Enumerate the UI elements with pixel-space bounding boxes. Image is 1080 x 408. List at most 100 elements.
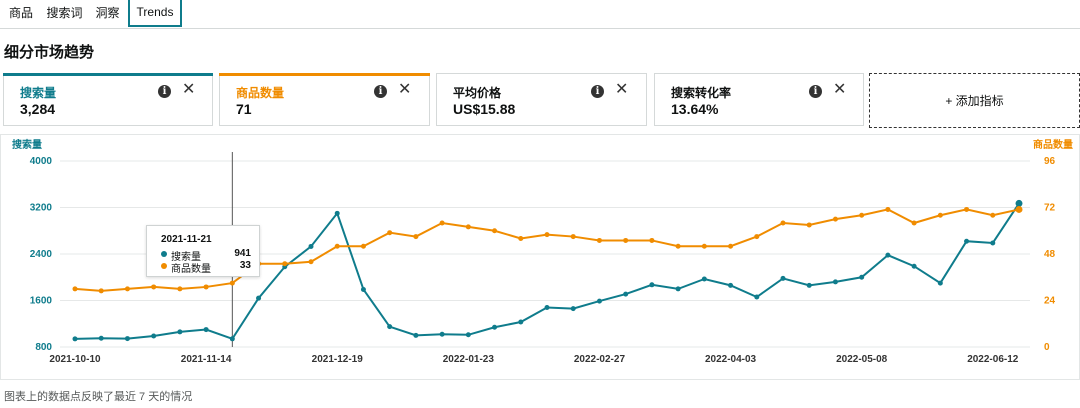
data-point[interactable]: [649, 237, 655, 243]
data-point[interactable]: [334, 243, 340, 249]
metric-card-search-conversion[interactable]: 搜索转化率 13.64% i ✕: [654, 73, 864, 126]
data-point[interactable]: [439, 220, 445, 226]
data-point[interactable]: [570, 234, 576, 240]
data-point[interactable]: [780, 275, 786, 281]
close-icon[interactable]: ✕: [833, 81, 847, 98]
data-point[interactable]: [72, 336, 78, 342]
data-point[interactable]: [754, 294, 760, 300]
data-point[interactable]: [72, 286, 78, 292]
y-left-tick-label: 3200: [30, 203, 53, 214]
tab-search-terms[interactable]: 搜索词: [46, 6, 83, 20]
data-point[interactable]: [465, 332, 471, 338]
metric-card-average-price[interactable]: 平均价格 US$15.88 i ✕: [436, 73, 647, 126]
data-point[interactable]: [623, 237, 629, 243]
metric-card-product-count[interactable]: 商品数量 71 i ✕: [219, 73, 430, 126]
data-point[interactable]: [1015, 199, 1023, 207]
data-point[interactable]: [518, 319, 524, 325]
data-point[interactable]: [177, 286, 183, 292]
data-point[interactable]: [151, 333, 157, 339]
metric-label: 商品数量: [236, 86, 285, 100]
x-tick-label: 2022-06-12: [967, 354, 1019, 365]
data-point[interactable]: [518, 236, 524, 241]
tooltip-series-name: 搜索量: [171, 252, 201, 263]
data-point[interactable]: [964, 238, 970, 244]
data-point[interactable]: [675, 243, 681, 249]
data-point[interactable]: [806, 282, 812, 288]
tab-trends[interactable]: Trends: [128, 0, 182, 27]
data-point[interactable]: [439, 331, 445, 337]
info-icon[interactable]: i: [809, 85, 822, 98]
data-point[interactable]: [754, 234, 760, 240]
data-point[interactable]: [649, 282, 655, 288]
tab-insights[interactable]: 洞察: [95, 6, 120, 20]
y-right-tick-label: 24: [1044, 296, 1056, 307]
data-point[interactable]: [859, 212, 865, 218]
data-point[interactable]: [229, 336, 235, 342]
data-point[interactable]: [98, 288, 104, 294]
close-icon[interactable]: ✕: [182, 81, 196, 98]
data-point[interactable]: [596, 237, 602, 243]
data-point[interactable]: [282, 261, 288, 267]
data-point[interactable]: [229, 280, 235, 286]
data-point[interactable]: [124, 336, 130, 342]
data-point[interactable]: [806, 222, 812, 228]
data-point[interactable]: [832, 216, 838, 222]
data-point[interactable]: [937, 280, 943, 286]
data-point[interactable]: [885, 252, 891, 258]
y-left-tick-label: 1600: [30, 296, 53, 307]
data-point[interactable]: [256, 295, 262, 301]
data-point[interactable]: [701, 276, 707, 282]
data-point[interactable]: [203, 327, 209, 333]
info-icon[interactable]: i: [591, 85, 604, 98]
data-point[interactable]: [413, 234, 419, 240]
data-point[interactable]: [544, 232, 550, 238]
data-point[interactable]: [124, 286, 130, 292]
data-point[interactable]: [832, 279, 838, 285]
data-point[interactable]: [728, 243, 734, 249]
data-point[interactable]: [360, 243, 366, 249]
data-point[interactable]: [623, 291, 629, 297]
metric-card-accent-bar: [3, 73, 213, 76]
info-icon[interactable]: i: [158, 85, 171, 98]
data-point[interactable]: [544, 304, 550, 310]
data-point[interactable]: [728, 282, 734, 288]
data-point[interactable]: [780, 220, 786, 226]
data-point[interactable]: [990, 212, 996, 218]
data-point[interactable]: [492, 324, 498, 330]
data-point[interactable]: [570, 306, 576, 312]
data-point[interactable]: [492, 228, 498, 234]
close-icon[interactable]: ✕: [615, 81, 629, 98]
data-point[interactable]: [1015, 205, 1023, 213]
info-icon[interactable]: i: [374, 85, 387, 98]
tab-products[interactable]: 商品: [8, 6, 33, 20]
data-point[interactable]: [937, 212, 943, 218]
data-point[interactable]: [387, 230, 393, 236]
data-point[interactable]: [675, 286, 681, 292]
data-point[interactable]: [98, 335, 104, 341]
data-point[interactable]: [334, 210, 340, 216]
y-right-tick-label: 48: [1044, 249, 1056, 260]
data-point[interactable]: [885, 206, 891, 212]
data-point[interactable]: [387, 324, 393, 330]
data-point[interactable]: [360, 286, 366, 292]
data-point[interactable]: [308, 259, 314, 265]
data-point[interactable]: [859, 274, 865, 280]
data-point[interactable]: [413, 332, 419, 338]
data-point[interactable]: [177, 329, 183, 335]
data-point[interactable]: [596, 298, 602, 304]
chart-tooltip: 2021-11-21 搜索量 941 商品数量 33: [146, 225, 260, 277]
data-point[interactable]: [990, 240, 996, 246]
y-right-tick-label: 0: [1044, 342, 1050, 353]
data-point[interactable]: [964, 206, 970, 212]
data-point[interactable]: [465, 224, 471, 230]
data-point[interactable]: [911, 220, 917, 226]
x-tick-label: 2021-12-19: [312, 354, 364, 365]
data-point[interactable]: [308, 243, 314, 249]
close-icon[interactable]: ✕: [398, 81, 412, 98]
data-point[interactable]: [701, 243, 707, 249]
data-point[interactable]: [911, 263, 917, 269]
data-point[interactable]: [203, 284, 209, 290]
metric-card-search-volume[interactable]: 搜索量 3,284 i ✕: [3, 73, 213, 126]
data-point[interactable]: [151, 284, 157, 290]
